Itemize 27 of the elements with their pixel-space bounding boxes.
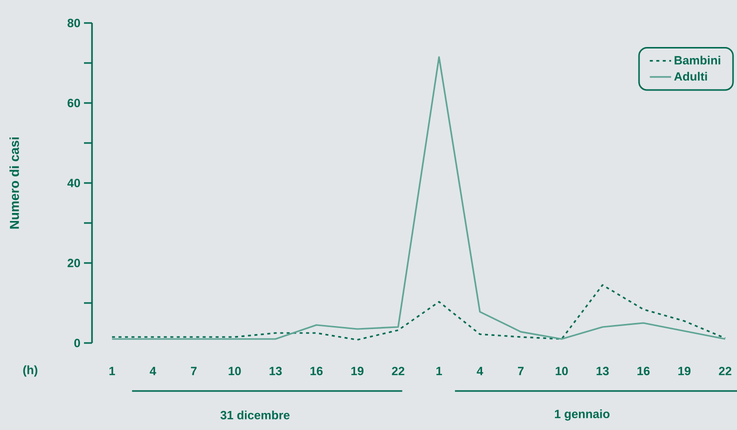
x-tick-label: 7 [190, 366, 197, 376]
x-tick-label: 7 [518, 366, 524, 376]
x-tick-label: 10 [228, 366, 241, 376]
x-axis-title: (h) [23, 365, 38, 377]
legend-label: Bambini [674, 56, 720, 65]
y-tick-label: 40 [67, 178, 80, 188]
x-tick-label: 22 [718, 366, 732, 376]
x-tick-label: 4 [476, 366, 484, 376]
y-tick-label: 20 [68, 258, 80, 268]
y-tick-label: 0 [74, 338, 80, 348]
x-tick-label: 19 [351, 366, 364, 376]
x-tick-label: 13 [270, 366, 282, 376]
x-tick-label: 16 [310, 366, 323, 376]
x-tick-label: 19 [678, 366, 690, 376]
x-tick-label: 1 [109, 366, 116, 376]
x-tick-label: 16 [638, 366, 650, 376]
y-tick-label: 60 [68, 98, 80, 108]
text: 31 dicembre [220, 410, 290, 420]
text: 1 gennaio [554, 409, 610, 421]
x-tick-label: 13 [596, 366, 609, 376]
x-tick-label: 1 [436, 366, 442, 376]
x-tick-label: 22 [392, 366, 404, 376]
x-tick-label: 10 [556, 366, 568, 376]
legend-label: Adulti [674, 72, 707, 81]
y-axis-title: Numero di casi [9, 138, 19, 229]
x-tick-label: 4 [150, 366, 156, 376]
y-tick-label: 80 [68, 18, 80, 28]
